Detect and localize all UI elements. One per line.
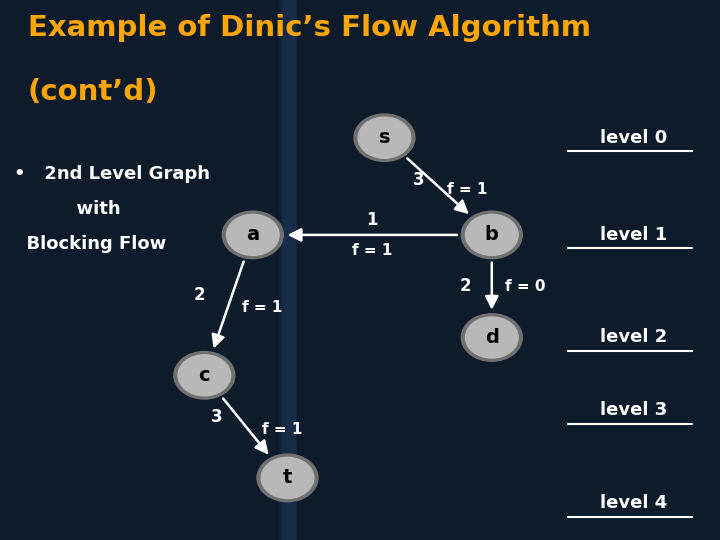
Bar bbox=[283, 0, 294, 540]
Bar bbox=[280, 0, 292, 540]
Text: f = 1: f = 1 bbox=[352, 242, 392, 258]
Bar bbox=[280, 0, 292, 540]
Text: c: c bbox=[199, 366, 210, 385]
Text: f = 1: f = 1 bbox=[242, 300, 282, 315]
Text: 2: 2 bbox=[194, 286, 205, 305]
Bar bbox=[279, 0, 290, 540]
Bar bbox=[277, 0, 289, 540]
Text: a: a bbox=[246, 225, 259, 245]
Bar bbox=[277, 0, 289, 540]
Text: (cont’d): (cont’d) bbox=[27, 78, 158, 106]
Text: t: t bbox=[283, 468, 292, 488]
Bar bbox=[279, 0, 291, 540]
Bar bbox=[280, 0, 292, 540]
Bar bbox=[282, 0, 293, 540]
Bar bbox=[283, 0, 294, 540]
Bar bbox=[284, 0, 295, 540]
Circle shape bbox=[174, 352, 235, 399]
Circle shape bbox=[178, 355, 230, 396]
Bar bbox=[284, 0, 295, 540]
Bar bbox=[277, 0, 289, 540]
Bar bbox=[280, 0, 292, 540]
Bar bbox=[283, 0, 294, 540]
Bar bbox=[279, 0, 291, 540]
Bar bbox=[284, 0, 295, 540]
Text: f = 1: f = 1 bbox=[447, 181, 487, 197]
Text: with: with bbox=[14, 200, 120, 218]
Bar bbox=[280, 0, 292, 540]
Bar bbox=[281, 0, 292, 540]
Text: d: d bbox=[485, 328, 499, 347]
Bar bbox=[278, 0, 289, 540]
Bar bbox=[279, 0, 290, 540]
Bar bbox=[282, 0, 294, 540]
Bar bbox=[283, 0, 294, 540]
Text: level 2: level 2 bbox=[600, 328, 667, 347]
Text: b: b bbox=[485, 225, 499, 245]
Text: Blocking Flow: Blocking Flow bbox=[14, 235, 166, 253]
Text: level 3: level 3 bbox=[600, 401, 667, 420]
Text: 3: 3 bbox=[211, 408, 222, 426]
Bar bbox=[278, 0, 289, 540]
Bar bbox=[279, 0, 291, 540]
Text: f = 0: f = 0 bbox=[505, 279, 545, 294]
Bar bbox=[279, 0, 290, 540]
Bar bbox=[282, 0, 293, 540]
Bar bbox=[282, 0, 294, 540]
Text: level 4: level 4 bbox=[600, 494, 667, 512]
Bar bbox=[282, 0, 293, 540]
Text: 3: 3 bbox=[413, 171, 425, 189]
Bar bbox=[281, 0, 292, 540]
Bar bbox=[282, 0, 294, 540]
Bar bbox=[279, 0, 291, 540]
Bar bbox=[281, 0, 292, 540]
Circle shape bbox=[227, 214, 279, 255]
Bar bbox=[279, 0, 290, 540]
Text: level 0: level 0 bbox=[600, 129, 667, 147]
Bar bbox=[279, 0, 291, 540]
Text: level 1: level 1 bbox=[600, 226, 667, 244]
Text: s: s bbox=[379, 128, 390, 147]
Bar bbox=[279, 0, 290, 540]
Bar bbox=[278, 0, 289, 540]
Circle shape bbox=[257, 454, 318, 502]
Bar bbox=[282, 0, 293, 540]
Bar bbox=[283, 0, 294, 540]
Bar bbox=[279, 0, 290, 540]
Circle shape bbox=[358, 117, 410, 158]
Circle shape bbox=[462, 211, 522, 259]
Text: 1: 1 bbox=[366, 211, 378, 229]
Bar bbox=[284, 0, 295, 540]
Bar bbox=[280, 0, 292, 540]
Bar bbox=[278, 0, 289, 540]
Text: Example of Dinic’s Flow Algorithm: Example of Dinic’s Flow Algorithm bbox=[27, 14, 590, 42]
Bar bbox=[281, 0, 292, 540]
Circle shape bbox=[354, 114, 415, 161]
Bar bbox=[280, 0, 292, 540]
Text: 2: 2 bbox=[459, 277, 472, 295]
Bar bbox=[277, 0, 289, 540]
Bar bbox=[282, 0, 294, 540]
Bar bbox=[283, 0, 294, 540]
Bar bbox=[283, 0, 295, 540]
Bar bbox=[282, 0, 294, 540]
Bar bbox=[281, 0, 292, 540]
Circle shape bbox=[466, 317, 518, 358]
Bar bbox=[282, 0, 294, 540]
Circle shape bbox=[261, 457, 314, 498]
Bar bbox=[282, 0, 293, 540]
Text: f = 1: f = 1 bbox=[262, 422, 302, 437]
Circle shape bbox=[462, 314, 522, 361]
Bar bbox=[281, 0, 292, 540]
Bar bbox=[284, 0, 295, 540]
Bar bbox=[279, 0, 291, 540]
Circle shape bbox=[466, 214, 518, 255]
Bar bbox=[278, 0, 289, 540]
Bar bbox=[282, 0, 293, 540]
Circle shape bbox=[222, 211, 283, 259]
Bar bbox=[277, 0, 289, 540]
Text: •   2nd Level Graph: • 2nd Level Graph bbox=[14, 165, 210, 183]
Bar bbox=[278, 0, 289, 540]
